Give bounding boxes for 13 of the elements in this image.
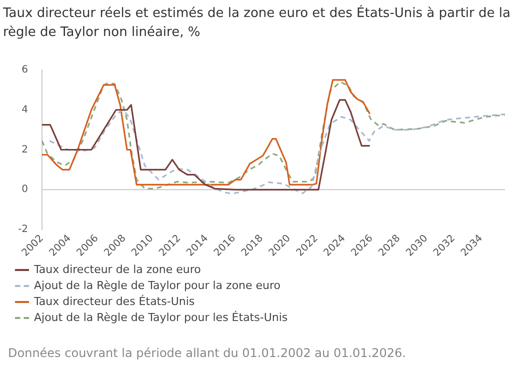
legend-label: Ajout de la Règle de Taylor pour les États-Unis [34, 310, 288, 326]
line-series [48, 109, 505, 194]
chart-title: Taux directeur réels et estimés de la zone euro et des États-Unis à partir de la règle de Taylor non linéaire, % [3, 4, 512, 42]
legend-label: Taux directeur de la zone euro [34, 262, 201, 278]
legend-label: Ajout de la Règle de Taylor pour la zone euro [34, 278, 281, 294]
text: Données couvrant la période allant du 01.01.2002 au 01.01.2026. [8, 345, 407, 362]
line-series [42, 81, 505, 190]
legend-label: Taux directeur des États-Unis [34, 294, 195, 310]
y-tick-label: 4 [22, 104, 28, 116]
y-tick-label: 2 [22, 144, 28, 156]
y-tick-label: -2 [18, 224, 28, 236]
y-tick-label: 0 [22, 184, 28, 196]
y-tick-label: 6 [22, 64, 28, 76]
